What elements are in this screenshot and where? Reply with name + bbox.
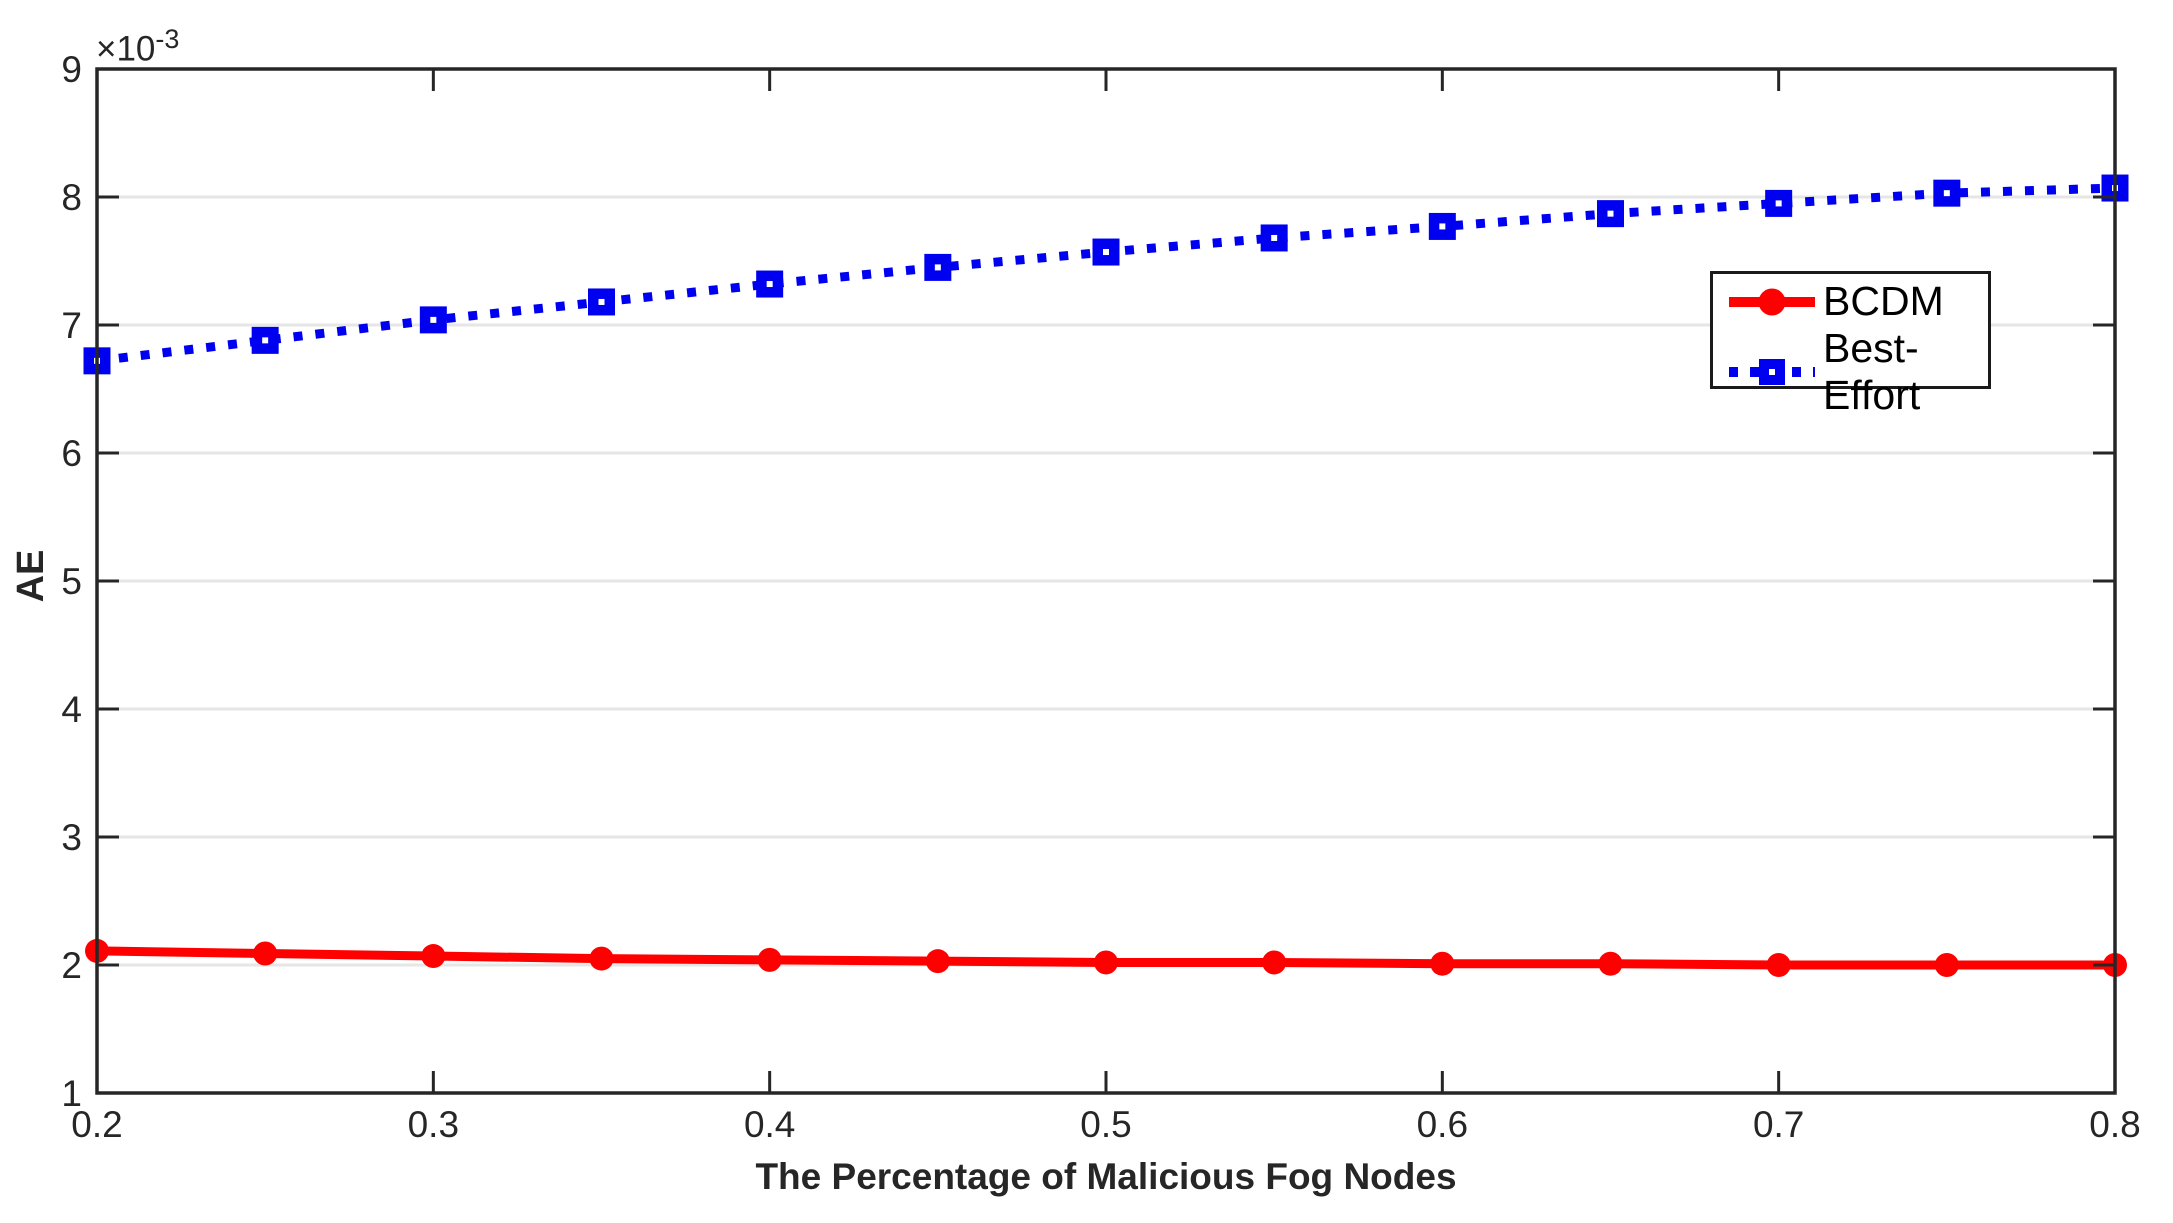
x-tick-label: 0.4 xyxy=(744,1104,795,1145)
x-tick-label: 0.7 xyxy=(1753,1104,1804,1145)
x-tick-label: 0.5 xyxy=(1080,1104,1131,1145)
y-tick-label: 6 xyxy=(61,433,82,474)
legend-sample-best-effort xyxy=(1729,349,1815,395)
best-effort-marker-center xyxy=(1103,249,1109,256)
bcdm-marker xyxy=(1934,953,1959,977)
y-tick-label: 5 xyxy=(61,561,82,602)
legend-entry-best-effort: Best-Effort xyxy=(1729,325,1980,419)
best-effort-marker-center xyxy=(934,264,941,271)
y-tick-label: 3 xyxy=(61,817,82,858)
x-tick-label: 0.6 xyxy=(1417,1104,1468,1145)
best-effort-marker-center xyxy=(598,298,605,305)
bcdm-marker xyxy=(925,949,950,974)
y-tick-label: 4 xyxy=(61,689,82,730)
legend-label-bcdm: BCDM xyxy=(1823,278,1944,324)
x-axis-label: The Percentage of Malicious Fog Nodes xyxy=(755,1156,1457,1197)
best-effort-marker-center xyxy=(1271,234,1278,241)
y-tick-label: 9 xyxy=(61,49,82,90)
y-tick-label: 1 xyxy=(61,1073,82,1114)
y-axis-multiplier-exponent: -3 xyxy=(155,24,180,54)
best-effort-marker-center xyxy=(262,337,269,344)
best-effort-marker-center xyxy=(1439,223,1446,230)
legend-box: BCDM Best-Effort xyxy=(1710,271,1991,418)
bcdm-marker xyxy=(1430,951,1455,976)
y-tick-label: 8 xyxy=(61,177,82,218)
y-axis-multiplier: ×10-3 xyxy=(96,24,179,70)
best-effort-marker-center xyxy=(430,316,437,323)
bcdm-circle-marker-icon xyxy=(1758,288,1786,315)
y-axis-multiplier-base: ×10 xyxy=(96,29,156,69)
best-effort-marker-center xyxy=(1607,210,1614,217)
legend-sample-bcdm xyxy=(1729,279,1815,325)
bcdm-marker xyxy=(253,941,278,966)
best-effort-marker-center xyxy=(766,281,773,288)
x-tick-label: 0.2 xyxy=(71,1104,122,1145)
best-effort-marker-center xyxy=(1943,190,1950,197)
legend-label-best-effort: Best-Effort xyxy=(1823,325,1921,418)
y-tick-label: 7 xyxy=(61,305,82,346)
bcdm-marker xyxy=(1766,953,1791,977)
best-effort-marker-center xyxy=(1775,200,1782,207)
bcdm-marker xyxy=(1094,950,1118,975)
best-effort-square-marker-icon xyxy=(1759,359,1785,385)
y-tick-label: 2 xyxy=(61,945,82,986)
bcdm-marker xyxy=(589,946,614,971)
bcdm-marker xyxy=(421,944,446,969)
legend-entry-bcdm: BCDM xyxy=(1729,278,1980,325)
bcdm-marker xyxy=(1598,951,1623,976)
bcdm-marker xyxy=(1262,950,1287,975)
x-tick-label: 0.8 xyxy=(2089,1104,2140,1145)
x-tick-label: 0.3 xyxy=(408,1104,459,1145)
bcdm-marker xyxy=(757,947,782,972)
y-axis-label: AE xyxy=(10,549,52,603)
